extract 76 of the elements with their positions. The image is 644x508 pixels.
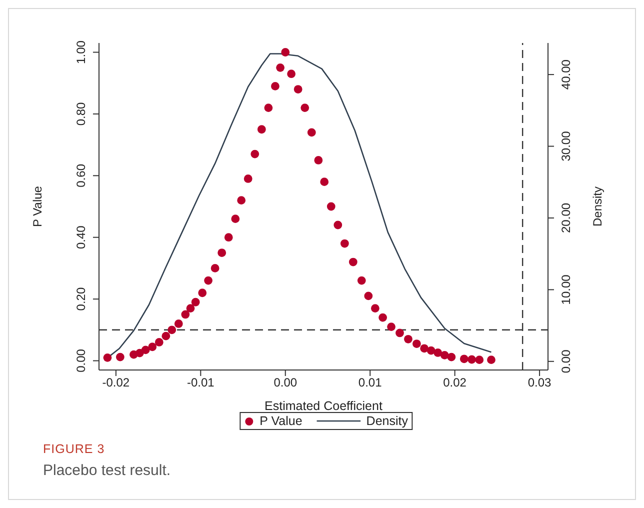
y2-tick-label: 30.00	[559, 130, 573, 162]
x-axis-title: Estimated Coefficient	[264, 399, 383, 413]
point	[364, 292, 373, 300]
point	[257, 125, 266, 134]
point	[314, 156, 323, 164]
y2-tick-label: 0.00	[559, 349, 573, 374]
point	[250, 150, 260, 158]
y-tick-label: 1.00	[74, 40, 88, 64]
point	[148, 342, 157, 352]
y-tick-label: 0.40	[74, 225, 88, 250]
point	[475, 356, 484, 364]
x-tick-label: 0.02	[443, 376, 467, 390]
point	[326, 202, 336, 211]
text: Placebo test result.	[43, 462, 171, 479]
y-tick-label: 0.60	[74, 164, 88, 188]
point	[307, 128, 316, 137]
y2-tick-label: 40.00	[559, 59, 573, 90]
point	[370, 304, 380, 312]
point	[300, 104, 310, 112]
point	[181, 310, 190, 319]
point	[281, 48, 290, 56]
caption: FIGURE 3	[43, 442, 105, 456]
legend-label: P Value	[260, 414, 302, 428]
point	[186, 304, 195, 312]
point	[426, 346, 436, 355]
point	[287, 70, 296, 78]
x-tick-label: 0.00	[274, 376, 298, 390]
point	[396, 328, 404, 338]
point	[487, 356, 496, 364]
x-tick-label: -0.02	[102, 376, 130, 390]
point	[218, 248, 226, 257]
x-tick-label: -0.01	[186, 376, 215, 390]
point	[168, 326, 176, 334]
point	[210, 264, 220, 272]
point	[387, 322, 396, 332]
x-tick-label: 0.01	[358, 376, 382, 390]
point	[404, 334, 412, 344]
point	[412, 340, 421, 348]
point	[244, 174, 252, 183]
point	[420, 344, 429, 353]
point	[103, 353, 112, 362]
y2-tick-label: 20.00	[559, 202, 573, 233]
y2-axis-title: Density	[590, 186, 604, 227]
y-tick-label: 0.00	[74, 348, 88, 372]
point	[224, 233, 233, 242]
point	[237, 196, 246, 205]
point	[468, 355, 476, 364]
point	[198, 288, 207, 298]
point	[141, 346, 150, 354]
point	[276, 63, 284, 72]
y-tick-label: 0.80	[74, 102, 88, 126]
point	[162, 332, 170, 340]
legend-label: Density	[366, 414, 408, 428]
y2-tick-label: 10.00	[559, 274, 573, 305]
point	[264, 104, 273, 112]
point	[231, 214, 240, 224]
point	[174, 320, 183, 328]
point	[154, 338, 164, 346]
y-tick-label: 0.20	[74, 287, 88, 311]
point	[348, 258, 358, 266]
x-tick-label: 0.03	[528, 376, 552, 390]
y-axis-title: P Value	[30, 186, 44, 227]
point	[378, 313, 387, 322]
point	[334, 220, 342, 230]
point	[116, 352, 124, 362]
point	[204, 276, 212, 285]
point	[447, 352, 456, 362]
point	[191, 298, 200, 306]
point	[271, 82, 280, 90]
point	[434, 348, 442, 357]
point	[357, 276, 366, 285]
point	[440, 350, 449, 360]
point	[460, 354, 468, 364]
point	[294, 85, 302, 94]
point	[340, 239, 349, 248]
point	[320, 178, 329, 186]
